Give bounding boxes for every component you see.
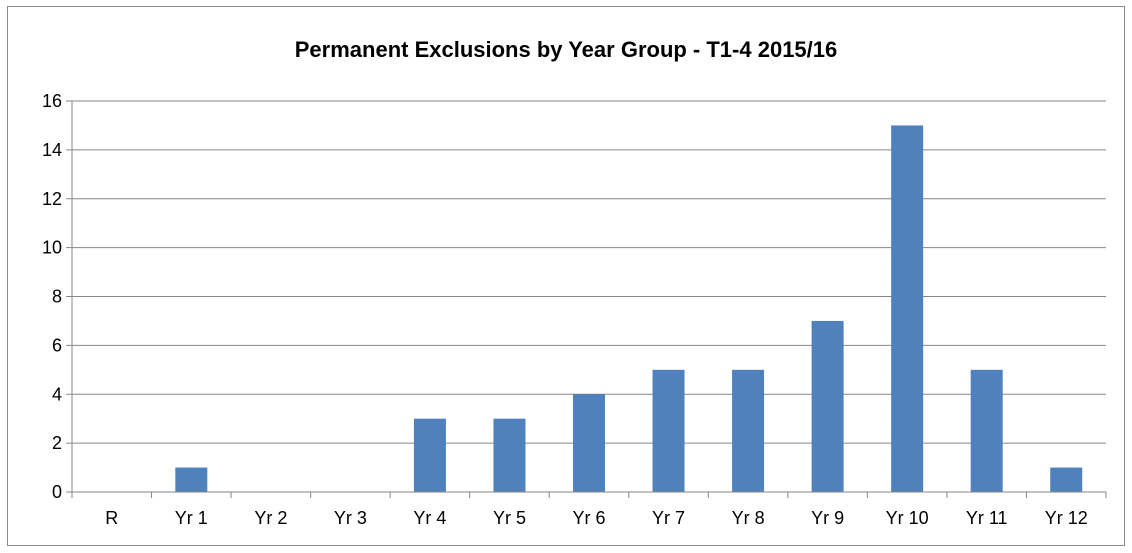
y-axis-tick-labels: 0 2 4 6 8 10 12 14 16 [42, 91, 62, 502]
x-tick-label: Yr 7 [652, 508, 685, 528]
y-tick-label: 8 [52, 287, 62, 307]
bars [175, 125, 1083, 492]
x-tick-label: R [105, 508, 118, 528]
chart-area [7, 6, 1125, 546]
y-tick-label: 4 [52, 384, 62, 404]
x-tick-label: Yr 1 [175, 508, 208, 528]
bar-yr-7 [652, 369, 685, 492]
bar-yr-10 [891, 125, 924, 492]
bar-yr-5 [493, 418, 526, 492]
x-tick-label: Yr 11 [966, 508, 1008, 528]
y-tick-label: 2 [52, 433, 62, 453]
gridlines [72, 100, 1106, 444]
bar-yr-8 [732, 369, 765, 492]
x-tick-label: Yr 9 [811, 508, 844, 528]
axes [66, 100, 1107, 498]
bar-yr-6 [573, 394, 605, 492]
y-tick-label: 0 [52, 482, 62, 502]
bar-yr-4 [413, 418, 446, 492]
x-tick-label: Yr 8 [732, 508, 765, 528]
x-tick-label: Yr 6 [572, 508, 605, 528]
x-tick-label: Yr 5 [493, 508, 526, 528]
y-tick-label: 16 [42, 91, 62, 111]
y-tick-label: 14 [42, 140, 62, 160]
x-tick-label: Yr 12 [1045, 508, 1088, 528]
bar-yr-11 [970, 369, 1003, 492]
x-tick-label: Yr 10 [886, 508, 929, 528]
y-tick-label: 10 [42, 238, 62, 258]
bar-yr-1 [175, 467, 208, 492]
x-tick-label: Yr 2 [254, 508, 287, 528]
chart-title: Permanent Exclusions by Year Group - T1-… [295, 37, 838, 62]
x-tick-label: Yr 3 [334, 508, 367, 528]
y-tick-label: 12 [42, 189, 62, 209]
x-axis-tick-labels: R Yr 1 Yr 2 Yr 3 Yr 4 Yr 5 Yr 6 Yr 7 Yr 8 Yr 9 Yr … [105, 508, 1087, 528]
bar-yr-9 [811, 320, 844, 492]
y-tick-label: 6 [52, 335, 62, 355]
bar-yr-12 [1050, 467, 1083, 492]
x-tick-label: Yr 4 [413, 508, 446, 528]
